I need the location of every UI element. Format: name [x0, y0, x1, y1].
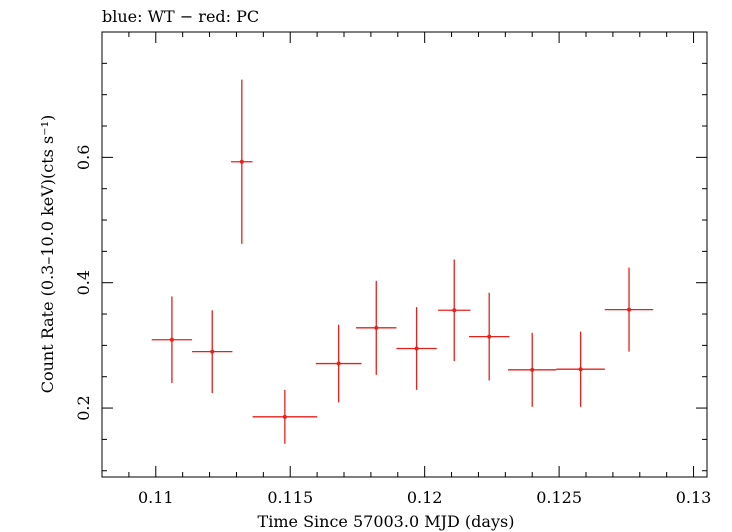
data-point	[315, 324, 362, 403]
y-tick-label: 0.2	[74, 395, 93, 420]
data-point	[151, 296, 193, 383]
point-marker	[169, 337, 174, 342]
point-marker	[627, 307, 632, 312]
x-tick-label: 0.115	[267, 488, 313, 507]
data-point	[396, 307, 437, 390]
x-tick-label: 0.11	[138, 488, 174, 507]
point-marker	[530, 367, 535, 372]
data-points	[151, 79, 654, 444]
data-point	[508, 332, 557, 407]
x-tick-label: 0.125	[536, 488, 582, 507]
data-point	[231, 79, 253, 244]
data-point	[356, 280, 397, 375]
data-point	[192, 310, 233, 394]
point-marker	[282, 414, 287, 419]
point-marker	[578, 367, 583, 372]
data-point	[252, 389, 318, 444]
data-point	[469, 292, 510, 381]
point-marker	[452, 308, 457, 313]
x-tick-label: 0.13	[676, 488, 712, 507]
x-axis-ticks: 0.11 0.115 0.12 0.125 0.13	[101, 32, 712, 507]
y-axis-label: Count Rate (0.3–10.0 keV)(cts s⁻¹)	[38, 115, 57, 394]
data-point	[556, 331, 605, 407]
point-marker	[374, 325, 379, 330]
plot-frame	[101, 31, 708, 478]
point-marker	[210, 349, 215, 354]
data-point	[438, 259, 471, 362]
x-axis-label: Time Since 57003.0 MJD (days)	[258, 512, 515, 531]
point-marker	[487, 334, 492, 339]
point-marker	[414, 346, 419, 351]
point-marker	[239, 159, 244, 164]
data-point	[604, 267, 654, 352]
y-tick-label: 0.6	[74, 145, 93, 170]
chart-title: blue: WT − red: PC	[102, 7, 259, 26]
x-tick-label: 0.12	[407, 488, 443, 507]
y-tick-label: 0.4	[74, 270, 93, 295]
y-axis-ticks: 0.2 0.4 0.6	[74, 31, 707, 472]
point-marker	[336, 361, 341, 366]
